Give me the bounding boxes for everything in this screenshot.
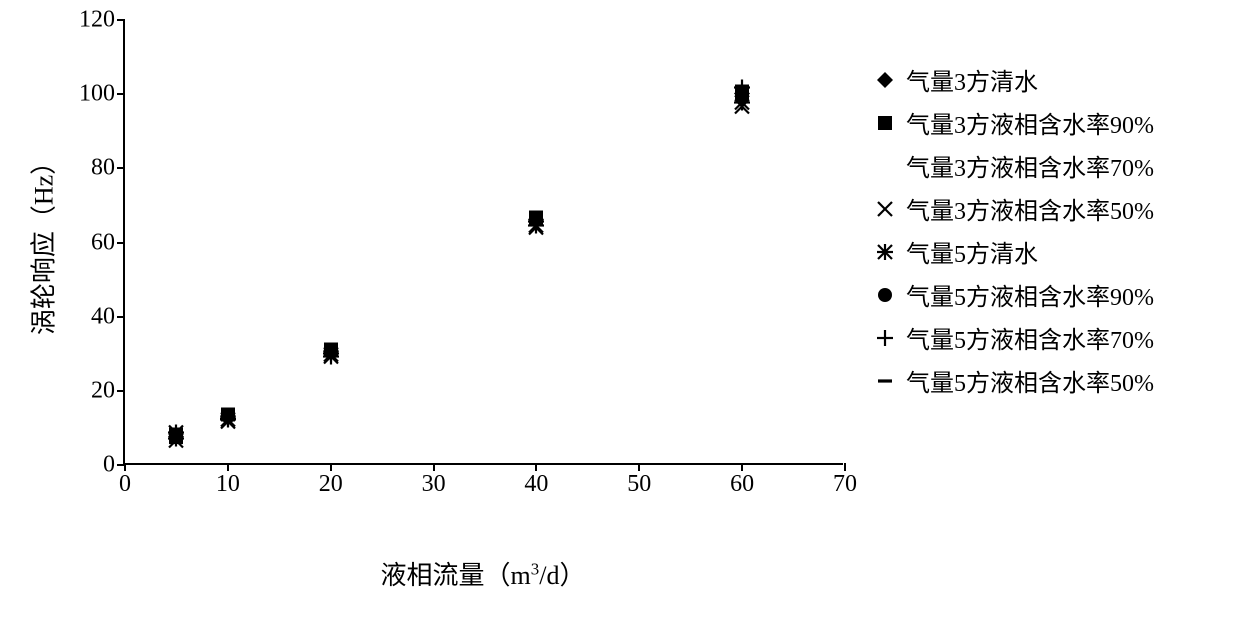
legend-item: 气量3方液相含水率50% — [870, 187, 1154, 230]
data-point — [168, 429, 184, 450]
data-point — [168, 432, 184, 453]
legend-item: 气量3方液相含水率70% — [870, 144, 1154, 187]
legend-item: 气量5方清水 — [870, 230, 1154, 273]
legend-marker-icon — [870, 373, 900, 389]
data-point — [323, 349, 339, 370]
data-point — [734, 91, 750, 112]
data-point — [528, 212, 544, 233]
x-tick-mark — [330, 463, 332, 471]
data-point — [168, 430, 184, 451]
legend-marker-icon — [870, 115, 900, 131]
data-point — [168, 434, 184, 455]
data-point — [323, 347, 339, 368]
data-point — [220, 406, 236, 427]
data-point — [220, 414, 236, 435]
legend-marker-icon — [870, 330, 900, 346]
data-point — [168, 429, 184, 450]
legend-label: 气量3方液相含水率70% — [906, 148, 1154, 183]
legend-marker-icon — [870, 287, 900, 303]
data-point — [734, 84, 750, 105]
data-point — [734, 95, 750, 116]
legend-item: 气量3方清水 — [870, 58, 1154, 101]
x-tick-mark — [433, 463, 435, 471]
plot-area: 020406080100120010203040506070 — [123, 20, 843, 465]
data-point — [220, 408, 236, 429]
y-axis-label: 涡轮响应（Hz） — [24, 149, 61, 335]
data-point — [734, 89, 750, 110]
data-point — [220, 410, 236, 431]
y-tick-mark — [117, 390, 125, 392]
x-tick-mark — [741, 463, 743, 471]
legend-label: 气量5方液相含水率70% — [906, 320, 1154, 355]
data-point — [528, 212, 544, 233]
x-tick-mark — [227, 463, 229, 471]
legend-label: 气量5方液相含水率90% — [906, 277, 1154, 312]
data-point — [168, 425, 184, 446]
data-point — [220, 412, 236, 433]
legend-label: 气量3方液相含水率50% — [906, 191, 1154, 226]
data-point — [168, 427, 184, 448]
y-tick-mark — [117, 19, 125, 21]
y-tick-mark — [117, 242, 125, 244]
data-point — [323, 343, 339, 364]
y-tick-mark — [117, 167, 125, 169]
data-point — [323, 345, 339, 366]
data-point — [323, 347, 339, 368]
y-tick-mark — [117, 93, 125, 95]
data-point — [323, 345, 339, 366]
x-tick-mark — [124, 463, 126, 471]
data-point — [528, 215, 544, 236]
data-point — [734, 99, 750, 120]
x-tick-mark — [844, 463, 846, 471]
legend: 气量3方清水气量3方液相含水率90% 气量3方液相含水率70% 气量3方液相含水率5… — [870, 58, 1154, 402]
data-point — [734, 86, 750, 107]
data-point — [220, 410, 236, 431]
x-tick-mark — [638, 463, 640, 471]
scatter-chart: 涡轮响应（Hz） 020406080100120010203040506070 … — [0, 0, 1239, 623]
data-point — [323, 343, 339, 364]
x-axis-label: 液相流量（m3/d） — [381, 555, 586, 592]
legend-item: 气量5方液相含水率50% — [870, 359, 1154, 402]
legend-marker-icon — [870, 201, 900, 217]
legend-marker-icon — [870, 244, 900, 260]
data-point — [734, 80, 750, 101]
legend-label: 气量3方清水 — [906, 62, 1038, 97]
data-point — [528, 213, 544, 234]
legend-item: 气量5方液相含水率90% — [870, 273, 1154, 316]
data-point — [528, 213, 544, 234]
data-point — [220, 408, 236, 429]
data-point — [734, 87, 750, 108]
x-tick-mark — [535, 463, 537, 471]
legend-item: 气量3方液相含水率90% — [870, 101, 1154, 144]
legend-label: 气量5方清水 — [906, 234, 1038, 269]
y-tick-mark — [117, 316, 125, 318]
data-point — [323, 341, 339, 362]
data-point — [528, 219, 544, 240]
legend-label: 气量3方液相含水率90% — [906, 105, 1154, 140]
data-point — [528, 210, 544, 231]
data-point — [168, 430, 184, 451]
data-point — [220, 412, 236, 433]
legend-item: 气量5方液相含水率70% — [870, 316, 1154, 359]
legend-marker-icon — [870, 158, 900, 174]
data-point — [528, 217, 544, 238]
legend-label: 气量5方液相含水率50% — [906, 363, 1154, 398]
legend-marker-icon — [870, 72, 900, 88]
